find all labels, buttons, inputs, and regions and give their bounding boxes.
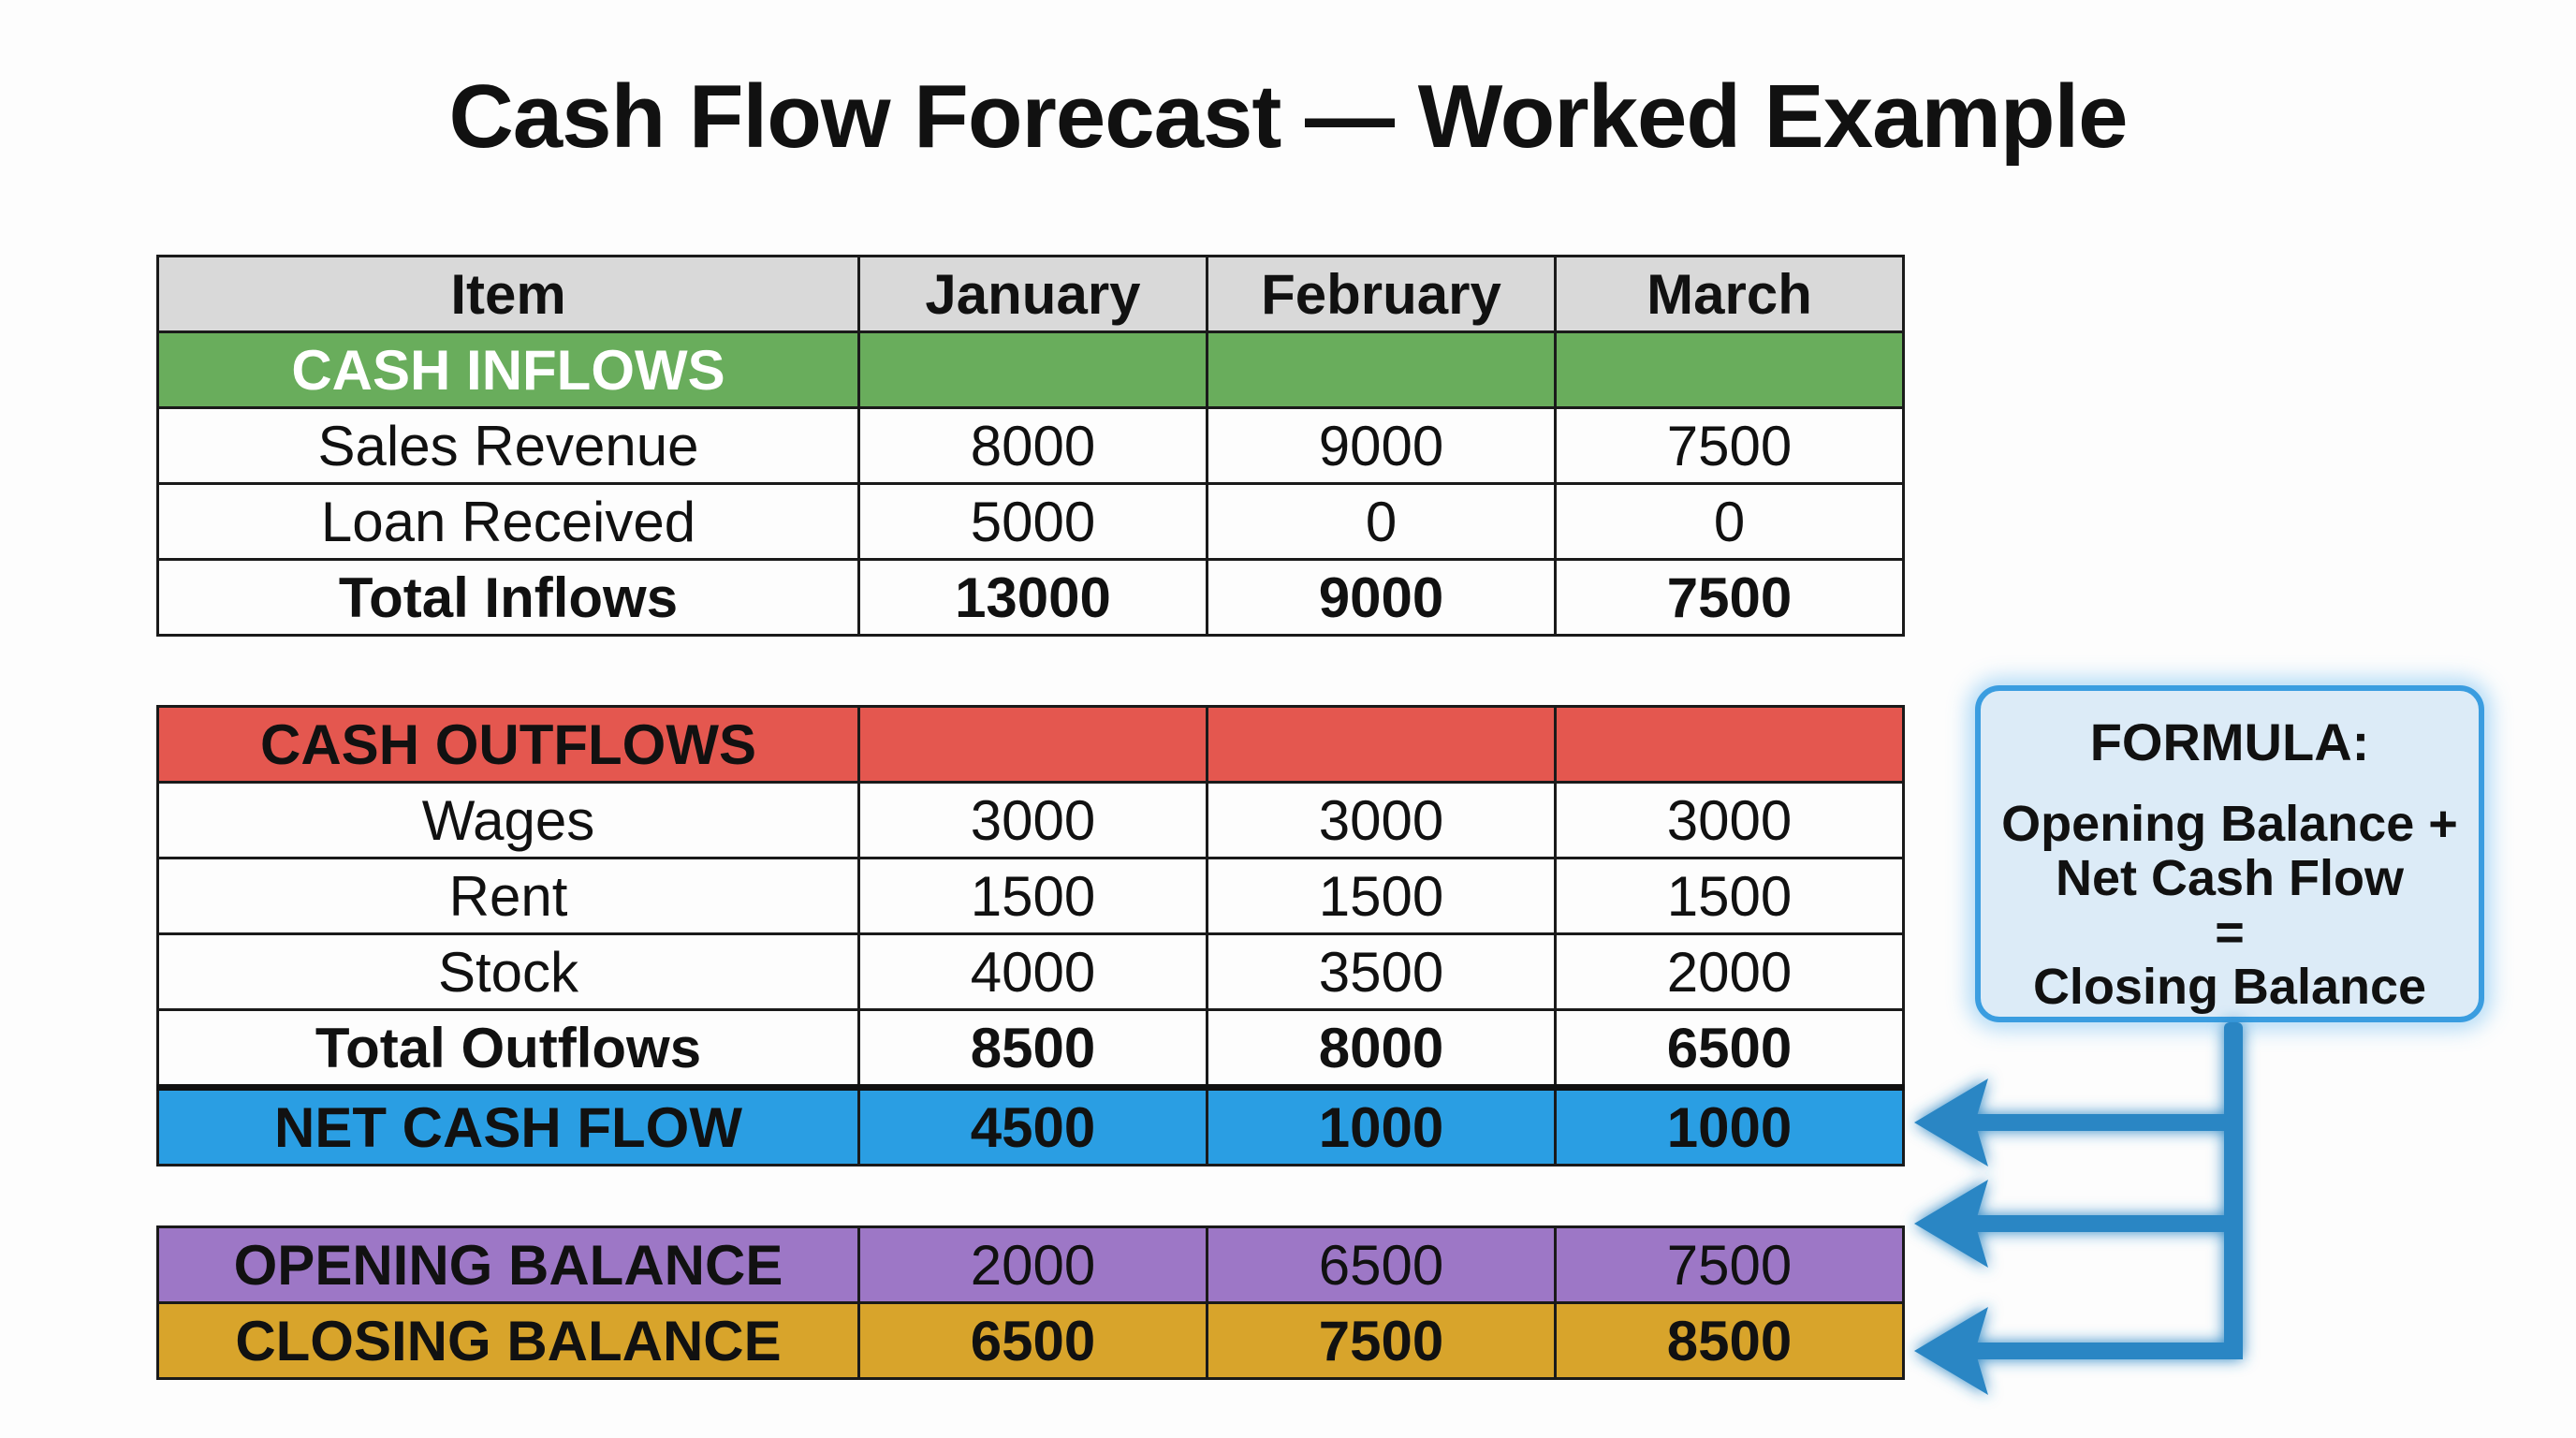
cell: 6500 bbox=[1554, 1008, 1905, 1089]
formula-line: Net Cash Flow bbox=[2055, 850, 2405, 906]
cell: 2000 bbox=[1554, 932, 1905, 1011]
cell: 9000 bbox=[1206, 558, 1557, 637]
table-row: Sales Revenue 8000 9000 7500 bbox=[156, 406, 1905, 485]
section-label: CASH OUTFLOWS bbox=[156, 705, 860, 784]
page-title: Cash Flow Forecast — Worked Example bbox=[448, 66, 2128, 167]
total-outflows-row: Total Outflows 8500 8000 6500 bbox=[156, 1008, 1905, 1089]
formula-line: Opening Balance + bbox=[2001, 796, 2458, 852]
total-inflows-row: Total Inflows 13000 9000 7500 bbox=[156, 558, 1905, 637]
header-item: Item bbox=[156, 255, 860, 333]
arrow-left-icon bbox=[1914, 1078, 2243, 1167]
cell: 0 bbox=[1554, 482, 1905, 561]
formula-equals: = bbox=[2215, 904, 2245, 961]
cell: 3000 bbox=[1206, 781, 1557, 859]
cell: 7500 bbox=[1554, 406, 1905, 485]
cell: 2000 bbox=[857, 1225, 1208, 1304]
opening-balance-row: OPENING BALANCE 2000 6500 7500 bbox=[156, 1225, 1905, 1304]
outflows-table: CASH OUTFLOWS Wages 3000 3000 3000 Rent … bbox=[156, 705, 1905, 1167]
cell: 1500 bbox=[1206, 857, 1557, 935]
empty-cell bbox=[857, 705, 1208, 784]
row-label: Rent bbox=[156, 857, 860, 935]
cell: 5000 bbox=[857, 482, 1208, 561]
empty-cell bbox=[857, 330, 1208, 409]
cell: 13000 bbox=[857, 558, 1208, 637]
header-row: Item January February March bbox=[156, 255, 1905, 333]
cell: 9000 bbox=[1206, 406, 1557, 485]
cell: 7500 bbox=[1554, 1225, 1905, 1304]
row-label: Wages bbox=[156, 781, 860, 859]
row-label: Loan Received bbox=[156, 482, 860, 561]
cell: 3500 bbox=[1206, 932, 1557, 1011]
cell: 1000 bbox=[1206, 1084, 1557, 1167]
cell: 1500 bbox=[857, 857, 1208, 935]
formula-heading: FORMULA: bbox=[2089, 712, 2370, 771]
row-label: Sales Revenue bbox=[156, 406, 860, 485]
cell: 8000 bbox=[1206, 1008, 1557, 1089]
net-cash-flow-row: NET CASH FLOW 4500 1000 1000 bbox=[156, 1084, 1905, 1167]
table-row: Loan Received 5000 0 0 bbox=[156, 482, 1905, 561]
inflows-table: Item January February March CASH INFLOWS… bbox=[156, 255, 1905, 637]
cell: 1500 bbox=[1554, 857, 1905, 935]
table-row: Rent 1500 1500 1500 bbox=[156, 857, 1905, 935]
row-label: Stock bbox=[156, 932, 860, 1011]
header-march: March bbox=[1554, 255, 1905, 333]
arrow-left-icon bbox=[1914, 1180, 2243, 1268]
cell: 3000 bbox=[1554, 781, 1905, 859]
empty-cell bbox=[1206, 705, 1557, 784]
cell: 3000 bbox=[857, 781, 1208, 859]
row-label: Total Inflows bbox=[156, 558, 860, 637]
cell: 4000 bbox=[857, 932, 1208, 1011]
connector-vertical-line bbox=[2224, 1022, 2243, 1359]
cell: 1000 bbox=[1554, 1084, 1905, 1167]
table-row: Stock 4000 3500 2000 bbox=[156, 932, 1905, 1011]
table-row: Wages 3000 3000 3000 bbox=[156, 781, 1905, 859]
cell: 8500 bbox=[1554, 1301, 1905, 1380]
closing-balance-row: CLOSING BALANCE 6500 7500 8500 bbox=[156, 1301, 1905, 1380]
cell: 4500 bbox=[857, 1084, 1208, 1167]
section-cash-outflows: CASH OUTFLOWS bbox=[156, 705, 1905, 784]
cell: 7500 bbox=[1206, 1301, 1557, 1380]
cell: 0 bbox=[1206, 482, 1557, 561]
cell: 7500 bbox=[1554, 558, 1905, 637]
cell: 6500 bbox=[857, 1301, 1208, 1380]
formula-line: Closing Balance bbox=[2032, 959, 2427, 1015]
balance-table: OPENING BALANCE 2000 6500 7500 CLOSING B… bbox=[156, 1225, 1905, 1380]
empty-cell bbox=[1554, 705, 1905, 784]
row-label: Total Outflows bbox=[156, 1008, 860, 1089]
empty-cell bbox=[1206, 330, 1557, 409]
header-january: January bbox=[857, 255, 1208, 333]
empty-cell bbox=[1554, 330, 1905, 409]
formula-box: FORMULA: Opening Balance + Net Cash Flow… bbox=[1975, 685, 2484, 1022]
row-label: CLOSING BALANCE bbox=[156, 1301, 860, 1380]
row-label: OPENING BALANCE bbox=[156, 1225, 860, 1304]
cell: 8500 bbox=[857, 1008, 1208, 1089]
arrow-left-icon bbox=[1914, 1307, 2243, 1395]
row-label: NET CASH FLOW bbox=[156, 1084, 860, 1167]
header-february: February bbox=[1206, 255, 1557, 333]
cell: 6500 bbox=[1206, 1225, 1557, 1304]
cell: 8000 bbox=[857, 406, 1208, 485]
section-label: CASH INFLOWS bbox=[156, 330, 860, 409]
section-cash-inflows: CASH INFLOWS bbox=[156, 330, 1905, 409]
